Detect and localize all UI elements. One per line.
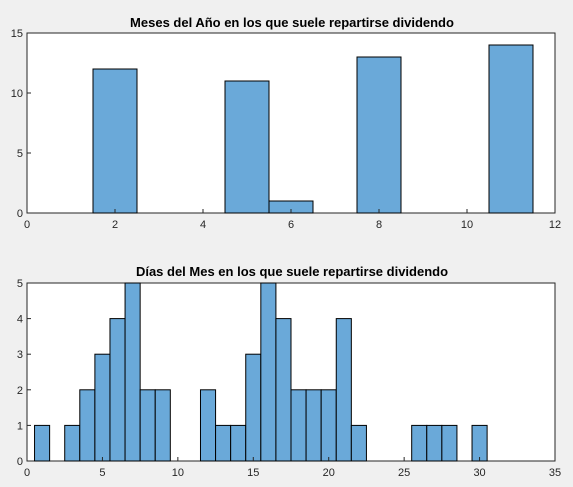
days-x-tick-label: 25 <box>398 467 410 479</box>
days-y-tick-label: 2 <box>17 385 23 397</box>
days-bar <box>199 389 217 462</box>
months-x-tick-label: 2 <box>112 219 118 231</box>
days-bar <box>350 424 367 462</box>
months-y-tick-label: 15 <box>11 28 23 40</box>
days-bar <box>215 424 232 462</box>
months-y-tick-label: 5 <box>17 148 23 160</box>
days-bar <box>64 424 81 462</box>
days-y-tick-label: 5 <box>17 278 23 290</box>
days-x-tick-label: 15 <box>247 467 259 479</box>
days-bar <box>335 318 352 462</box>
days-bar <box>139 389 156 462</box>
days-x-tick-label: 10 <box>172 467 184 479</box>
months-bar <box>488 44 534 214</box>
days-bars <box>34 282 488 462</box>
months-x-tick-label: 12 <box>549 219 561 231</box>
days-bar <box>79 389 96 462</box>
days-bar <box>109 318 126 462</box>
days-x-tick-label: 5 <box>99 467 105 479</box>
days-bar <box>471 424 488 462</box>
days-y-tick-label: 0 <box>17 456 23 468</box>
days-bar <box>411 424 428 462</box>
months-x-axis: 0 2 4 6 8 10 12 <box>24 209 561 231</box>
days-bar <box>260 282 277 462</box>
months-y-axis: 0 5 10 15 <box>11 28 31 220</box>
days-x-tick-label: 35 <box>549 467 561 479</box>
months-bars <box>92 44 534 214</box>
days-bar <box>426 424 443 462</box>
days-bar <box>154 389 171 462</box>
days-chart-title: Días del Mes en los que suele repartirse… <box>136 264 448 279</box>
days-x-tick-label: 30 <box>473 467 485 479</box>
days-bar <box>124 282 141 462</box>
days-y-axis: 0 1 2 3 4 5 <box>17 278 31 468</box>
days-bar <box>275 318 292 462</box>
days-bar <box>320 389 337 462</box>
days-histogram: Días del Mes en los que suele repartirse… <box>17 264 561 479</box>
months-chart-title: Meses del Año en los que suele repartirs… <box>130 15 454 30</box>
days-bar <box>94 353 111 462</box>
days-x-tick-label: 0 <box>24 467 30 479</box>
days-x-axis: 0 5 10 15 20 25 30 35 <box>24 457 561 479</box>
months-bar <box>92 68 138 214</box>
months-y-tick-label: 10 <box>11 88 23 100</box>
months-x-tick-label: 4 <box>200 219 206 231</box>
months-bar <box>224 80 270 214</box>
months-histogram: Meses del Año en los que suele repartirs… <box>11 15 561 231</box>
months-y-tick-label: 0 <box>17 208 23 220</box>
months-bar <box>356 56 402 214</box>
months-x-tick-label: 8 <box>376 219 382 231</box>
months-x-tick-label: 10 <box>461 219 473 231</box>
days-y-tick-label: 4 <box>17 314 23 326</box>
days-bar <box>245 353 262 462</box>
months-x-tick-label: 0 <box>24 219 30 231</box>
days-bar <box>305 389 322 462</box>
days-bar <box>290 389 307 462</box>
days-bar <box>34 424 51 462</box>
days-bar <box>230 424 247 462</box>
months-x-tick-label: 6 <box>288 219 294 231</box>
days-bar <box>441 424 458 462</box>
days-x-tick-label: 20 <box>323 467 335 479</box>
days-y-tick-label: 3 <box>17 349 23 361</box>
days-y-tick-label: 1 <box>17 420 23 432</box>
